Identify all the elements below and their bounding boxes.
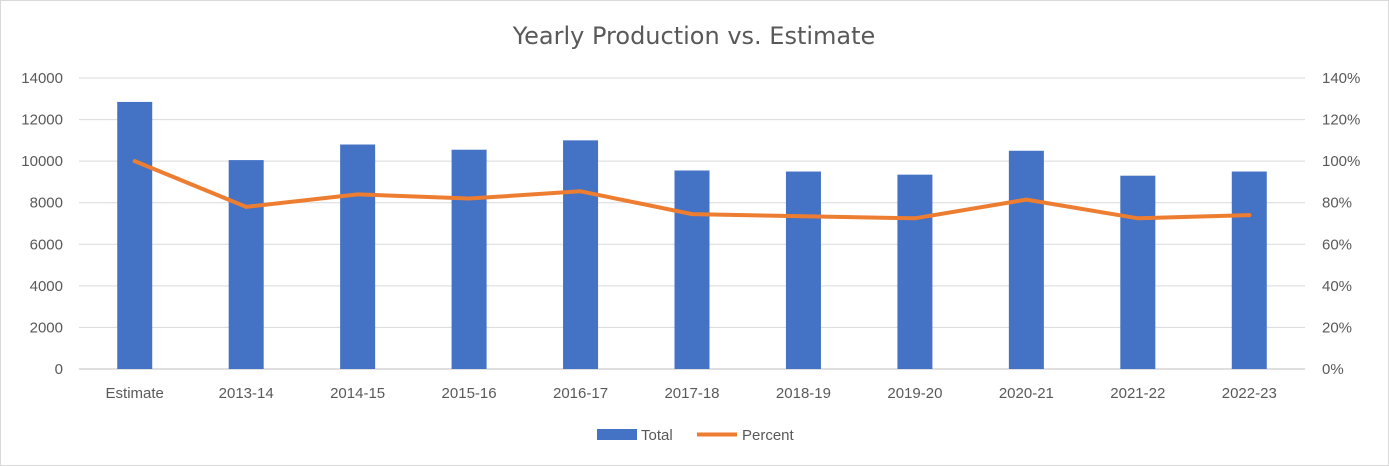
- line-point: [244, 204, 249, 209]
- left-tick-label: 10000: [21, 153, 63, 170]
- bar: [451, 149, 487, 369]
- category-label: 2013-14: [219, 385, 274, 402]
- line-point: [578, 189, 583, 194]
- left-tick-label: 8000: [30, 195, 63, 212]
- category-label: 2020-21: [999, 385, 1054, 402]
- right-tick-label: 120%: [1322, 112, 1360, 129]
- bar: [1231, 171, 1267, 369]
- bar: [563, 140, 599, 369]
- line-point: [467, 196, 472, 201]
- left-axis-ticks: 0 2000 4000 6000 8000 10000 12000 14000: [21, 70, 63, 378]
- category-label: 2022-23: [1222, 385, 1277, 402]
- left-tick-label: 12000: [21, 112, 63, 129]
- category-label: 2021-22: [1110, 385, 1165, 402]
- category-label: 2017-18: [664, 385, 719, 402]
- left-tick-label: 14000: [21, 70, 63, 87]
- legend: Total Percent: [597, 427, 795, 444]
- line-point: [912, 216, 917, 221]
- category-labels: Estimate 2013-14 2014-15 2015-16 2016-17 2017…: [106, 385, 1277, 402]
- line-point: [132, 159, 137, 164]
- category-label: 2016-17: [553, 385, 608, 402]
- category-label: 2019-20: [887, 385, 942, 402]
- chart-title: Yearly Production vs. Estimate: [512, 22, 876, 50]
- line-point: [1024, 197, 1029, 202]
- line-series: [132, 159, 1252, 221]
- left-tick-label: 4000: [30, 278, 63, 295]
- category-label: 2018-19: [776, 385, 831, 402]
- line-point: [690, 212, 694, 217]
- category-label: Estimate: [106, 385, 164, 402]
- right-axis-ticks: 0% 20% 40% 60% 80% 100% 120% 140%: [1322, 70, 1360, 378]
- line-point: [1135, 216, 1140, 221]
- line-point: [1247, 213, 1252, 218]
- right-tick-label: 100%: [1322, 153, 1360, 170]
- line-point: [801, 214, 806, 219]
- category-label: 2014-15: [330, 385, 385, 402]
- legend-label-percent: Percent: [742, 427, 795, 444]
- bar: [897, 174, 933, 369]
- line-point: [355, 192, 360, 197]
- bar: [1008, 150, 1044, 369]
- bar: [340, 144, 376, 369]
- right-tick-label: 20%: [1322, 319, 1352, 336]
- bar: [785, 171, 821, 369]
- bar: [1120, 175, 1156, 369]
- legend-swatch-total: [597, 429, 637, 440]
- legend-label-total: Total: [641, 427, 673, 444]
- left-tick-label: 6000: [30, 236, 63, 253]
- bar: [228, 160, 264, 369]
- left-tick-label: 0: [55, 361, 63, 378]
- category-label: 2015-16: [442, 385, 497, 402]
- bar: [674, 170, 710, 369]
- left-tick-label: 2000: [30, 319, 63, 336]
- right-tick-label: 140%: [1322, 70, 1360, 87]
- right-tick-label: 0%: [1322, 361, 1344, 378]
- right-tick-label: 40%: [1322, 278, 1352, 295]
- bar: [117, 101, 153, 370]
- bar-series: [117, 101, 1267, 370]
- right-tick-label: 80%: [1322, 195, 1352, 212]
- right-tick-label: 60%: [1322, 236, 1352, 253]
